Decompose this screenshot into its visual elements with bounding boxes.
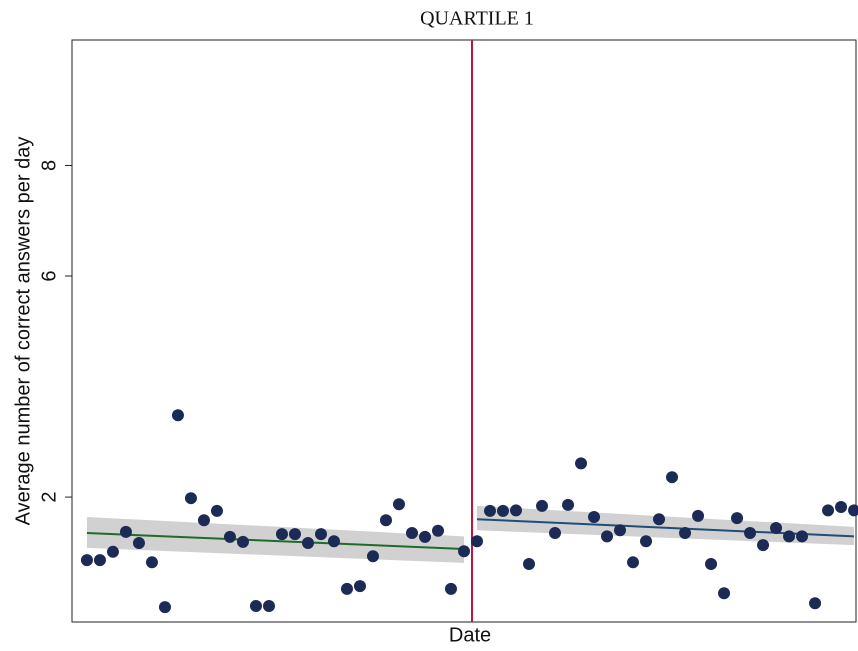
data-point <box>757 539 770 552</box>
data-point <box>210 504 223 517</box>
data-point <box>549 527 562 540</box>
data-point <box>640 535 653 548</box>
data-point <box>275 528 288 541</box>
data-point <box>158 601 171 614</box>
data-point <box>588 510 601 523</box>
data-point <box>392 498 405 511</box>
data-point <box>301 536 314 549</box>
data-point <box>314 528 327 541</box>
data-point <box>80 554 93 567</box>
data-point <box>249 599 262 612</box>
data-point <box>236 535 249 548</box>
y-tick-label: 6 <box>38 270 60 281</box>
data-point <box>692 509 705 522</box>
data-point <box>614 524 627 537</box>
data-point <box>653 513 666 526</box>
data-point <box>484 504 497 517</box>
data-point <box>184 492 197 505</box>
data-point <box>575 457 588 470</box>
y-tick-label: 2 <box>38 492 60 503</box>
data-point <box>171 409 184 422</box>
data-point <box>418 530 431 543</box>
y-axis-label: Average number of correct answers per da… <box>12 137 34 526</box>
data-point <box>627 556 640 569</box>
data-point <box>145 556 158 569</box>
data-point <box>705 557 718 570</box>
data-point <box>718 587 731 600</box>
data-point <box>431 524 444 537</box>
data-point <box>405 527 418 540</box>
data-point <box>366 550 379 563</box>
data-point <box>223 530 236 543</box>
data-point <box>848 504 858 517</box>
data-point <box>809 597 822 610</box>
data-point <box>835 501 848 514</box>
data-point <box>783 530 796 543</box>
data-point <box>106 545 119 558</box>
data-point <box>471 535 484 548</box>
fit-line <box>86 532 465 551</box>
data-point <box>379 514 392 527</box>
data-point <box>340 582 353 595</box>
data-point <box>132 536 145 549</box>
data-point <box>510 504 523 517</box>
plot-frame <box>71 39 857 623</box>
data-point <box>523 557 536 570</box>
data-point <box>197 514 210 527</box>
data-point <box>327 535 340 548</box>
data-point <box>353 580 366 593</box>
data-point <box>119 525 132 538</box>
data-point <box>666 471 679 484</box>
chart-title: QUARTILE 1 <box>420 8 534 30</box>
data-point <box>262 599 275 612</box>
data-point <box>93 554 106 567</box>
data-point <box>288 528 301 541</box>
data-point <box>679 527 692 540</box>
data-point <box>731 512 744 525</box>
data-point <box>796 530 809 543</box>
data-point <box>562 498 575 511</box>
data-point <box>601 530 614 543</box>
data-point <box>536 499 549 512</box>
data-point <box>822 504 835 517</box>
data-point <box>770 522 783 535</box>
data-point <box>458 545 470 558</box>
data-point <box>497 504 510 517</box>
y-tick-label: 8 <box>38 160 60 171</box>
data-point <box>744 527 757 540</box>
data-point <box>444 582 457 595</box>
x-axis-label: Date <box>449 624 491 646</box>
confidence-band <box>477 505 855 546</box>
